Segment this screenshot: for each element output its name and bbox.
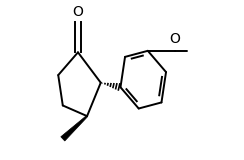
Polygon shape (61, 116, 88, 141)
Text: O: O (72, 5, 83, 19)
Text: O: O (170, 32, 181, 46)
